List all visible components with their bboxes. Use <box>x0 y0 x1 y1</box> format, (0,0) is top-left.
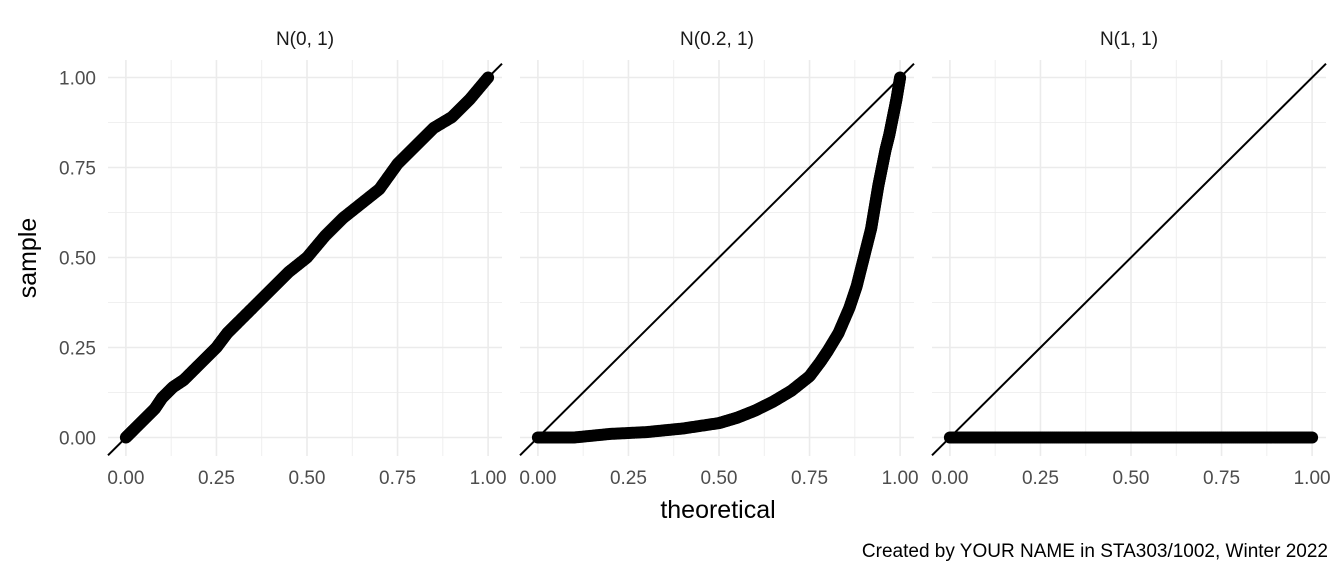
panel-title: N(0, 1) <box>276 29 334 50</box>
y-tick-label: 1.00 <box>59 69 96 90</box>
data-point <box>1306 431 1319 444</box>
y-tick-label: 0.75 <box>59 159 96 180</box>
x-tick-label: 0.50 <box>289 468 326 489</box>
reference-line <box>107 62 503 457</box>
x-tick-label: 0.00 <box>931 468 968 489</box>
x-tick-label: 1.00 <box>1294 468 1331 489</box>
y-tick-label: 0.50 <box>59 249 96 270</box>
x-axis-title: theoretical <box>660 496 775 524</box>
x-tick-label: 1.00 <box>882 468 919 489</box>
panel-title: N(0.2, 1) <box>680 29 754 50</box>
facet-panel: N(1, 1) 0.00 0.25 0.50 0.75 1.00 <box>931 29 1331 489</box>
x-tick-label: 0.00 <box>519 468 556 489</box>
y-tick-label: 0.00 <box>59 429 96 450</box>
x-tick-label: 0.25 <box>198 468 235 489</box>
reference-line <box>519 62 915 457</box>
y-axis-title: sample <box>14 218 42 299</box>
x-tick-label: 0.75 <box>1203 468 1240 489</box>
x-tick-label: 0.50 <box>1113 468 1150 489</box>
x-tick-label: 0.00 <box>107 468 144 489</box>
x-tick-label: 0.75 <box>791 468 828 489</box>
facet-panel: N(0, 1) 0.00 0.25 0.50 0.75 1.00 0.00 0.25 0.50 0… <box>59 29 507 489</box>
x-tick-label: 0.50 <box>701 468 738 489</box>
caption: Created by YOUR NAME in STA303/1002, Win… <box>862 541 1328 562</box>
facet-panel: N(0.2, 1) 0.00 0.25 0.50 0.75 1.00 <box>519 29 919 489</box>
facet-panels: N(0, 1) 0.00 0.25 0.50 0.75 1.00 0.00 0.25 0.50 0… <box>59 29 1331 489</box>
x-tick-label: 1.00 <box>470 468 507 489</box>
reference-line <box>931 62 1327 457</box>
y-tick-label: 0.25 <box>59 339 96 360</box>
x-tick-label: 0.25 <box>1022 468 1059 489</box>
x-tick-label: 0.75 <box>379 468 416 489</box>
x-tick-label: 0.25 <box>610 468 647 489</box>
panel-title: N(1, 1) <box>1100 29 1158 50</box>
